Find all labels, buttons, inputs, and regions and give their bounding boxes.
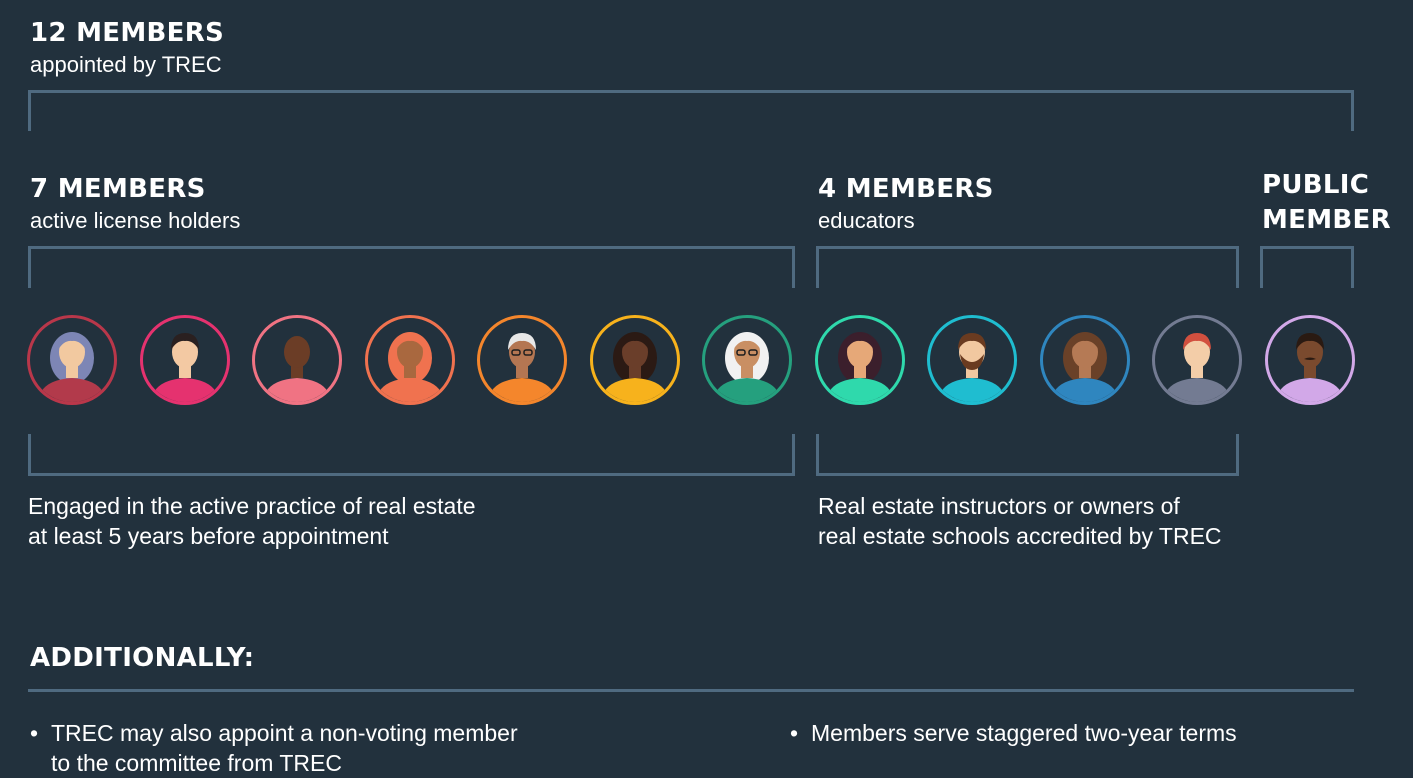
public-member-heading-line-1: PUBLIC [1262, 170, 1370, 200]
additionally-heading: ADDITIONALLY: [30, 643, 255, 673]
educators-description-line-1: Real estate instructors or owners of [818, 493, 1180, 519]
total-bracket [28, 90, 1354, 131]
educators-description-line-2: real estate schools accredited by TREC [818, 523, 1222, 549]
person-hijab-icon [364, 315, 455, 405]
bullet-text: TREC may also appoint a non-voting membe… [51, 720, 518, 746]
person-long-wavy-hair-icon [27, 315, 117, 405]
person-curly-hair-icon [589, 315, 680, 405]
person-mustache-icon [1264, 315, 1355, 405]
person-white-bob-glasses-icon [702, 315, 792, 405]
person-long-dark-hair-icon [814, 315, 905, 405]
license-holders-top-bracket [28, 246, 795, 288]
person-medium-hair-icon [1039, 315, 1130, 405]
total-heading: 12 MEMBERS [30, 18, 225, 48]
license-holders-description-line-2: at least 5 years before appointment [28, 523, 389, 549]
bullet-line-2: to the committee from TREC [51, 750, 342, 776]
bullet-item: • Members serve staggered two-year terms [790, 718, 1237, 748]
public-member-heading-line-2: MEMBER [1262, 205, 1391, 235]
license-holders-description: Engaged in the active practice of real e… [28, 491, 476, 551]
educators-description: Real estate instructors or owners of rea… [818, 491, 1222, 551]
bullet-line-1: • TREC may also appoint a non-voting memb… [30, 718, 518, 748]
person-glasses-white-hair-icon [477, 315, 567, 405]
person-beard-icon [927, 315, 1017, 405]
bullet-text: Members serve staggered two-year terms [811, 720, 1237, 746]
license-holders-subheading: active license holders [30, 208, 241, 233]
person-bald-icon [252, 315, 342, 405]
license-holders-bottom-bracket [28, 434, 795, 476]
bullet-line-1: • Members serve staggered two-year terms [790, 718, 1237, 748]
license-holders-description-line-1: Engaged in the active practice of real e… [28, 493, 476, 519]
educators-subheading: educators [818, 208, 915, 233]
public-member-heading: PUBLIC MEMBER [1262, 168, 1391, 238]
person-short-hair-icon [139, 315, 230, 405]
educators-bottom-bracket [816, 434, 1239, 476]
bullet-dot-icon: • [790, 720, 799, 746]
educators-heading: 4 MEMBERS [818, 174, 994, 204]
bullet-dot-icon: • [30, 720, 39, 746]
person-red-hair-icon [1152, 315, 1242, 405]
educators-top-bracket [816, 246, 1239, 288]
additionally-divider [28, 689, 1354, 692]
public-member-top-bracket [1260, 246, 1354, 288]
license-holders-heading: 7 MEMBERS [30, 174, 206, 204]
bullet-item: • TREC may also appoint a non-voting memb… [30, 718, 518, 778]
total-subheading: appointed by TREC [30, 52, 222, 77]
